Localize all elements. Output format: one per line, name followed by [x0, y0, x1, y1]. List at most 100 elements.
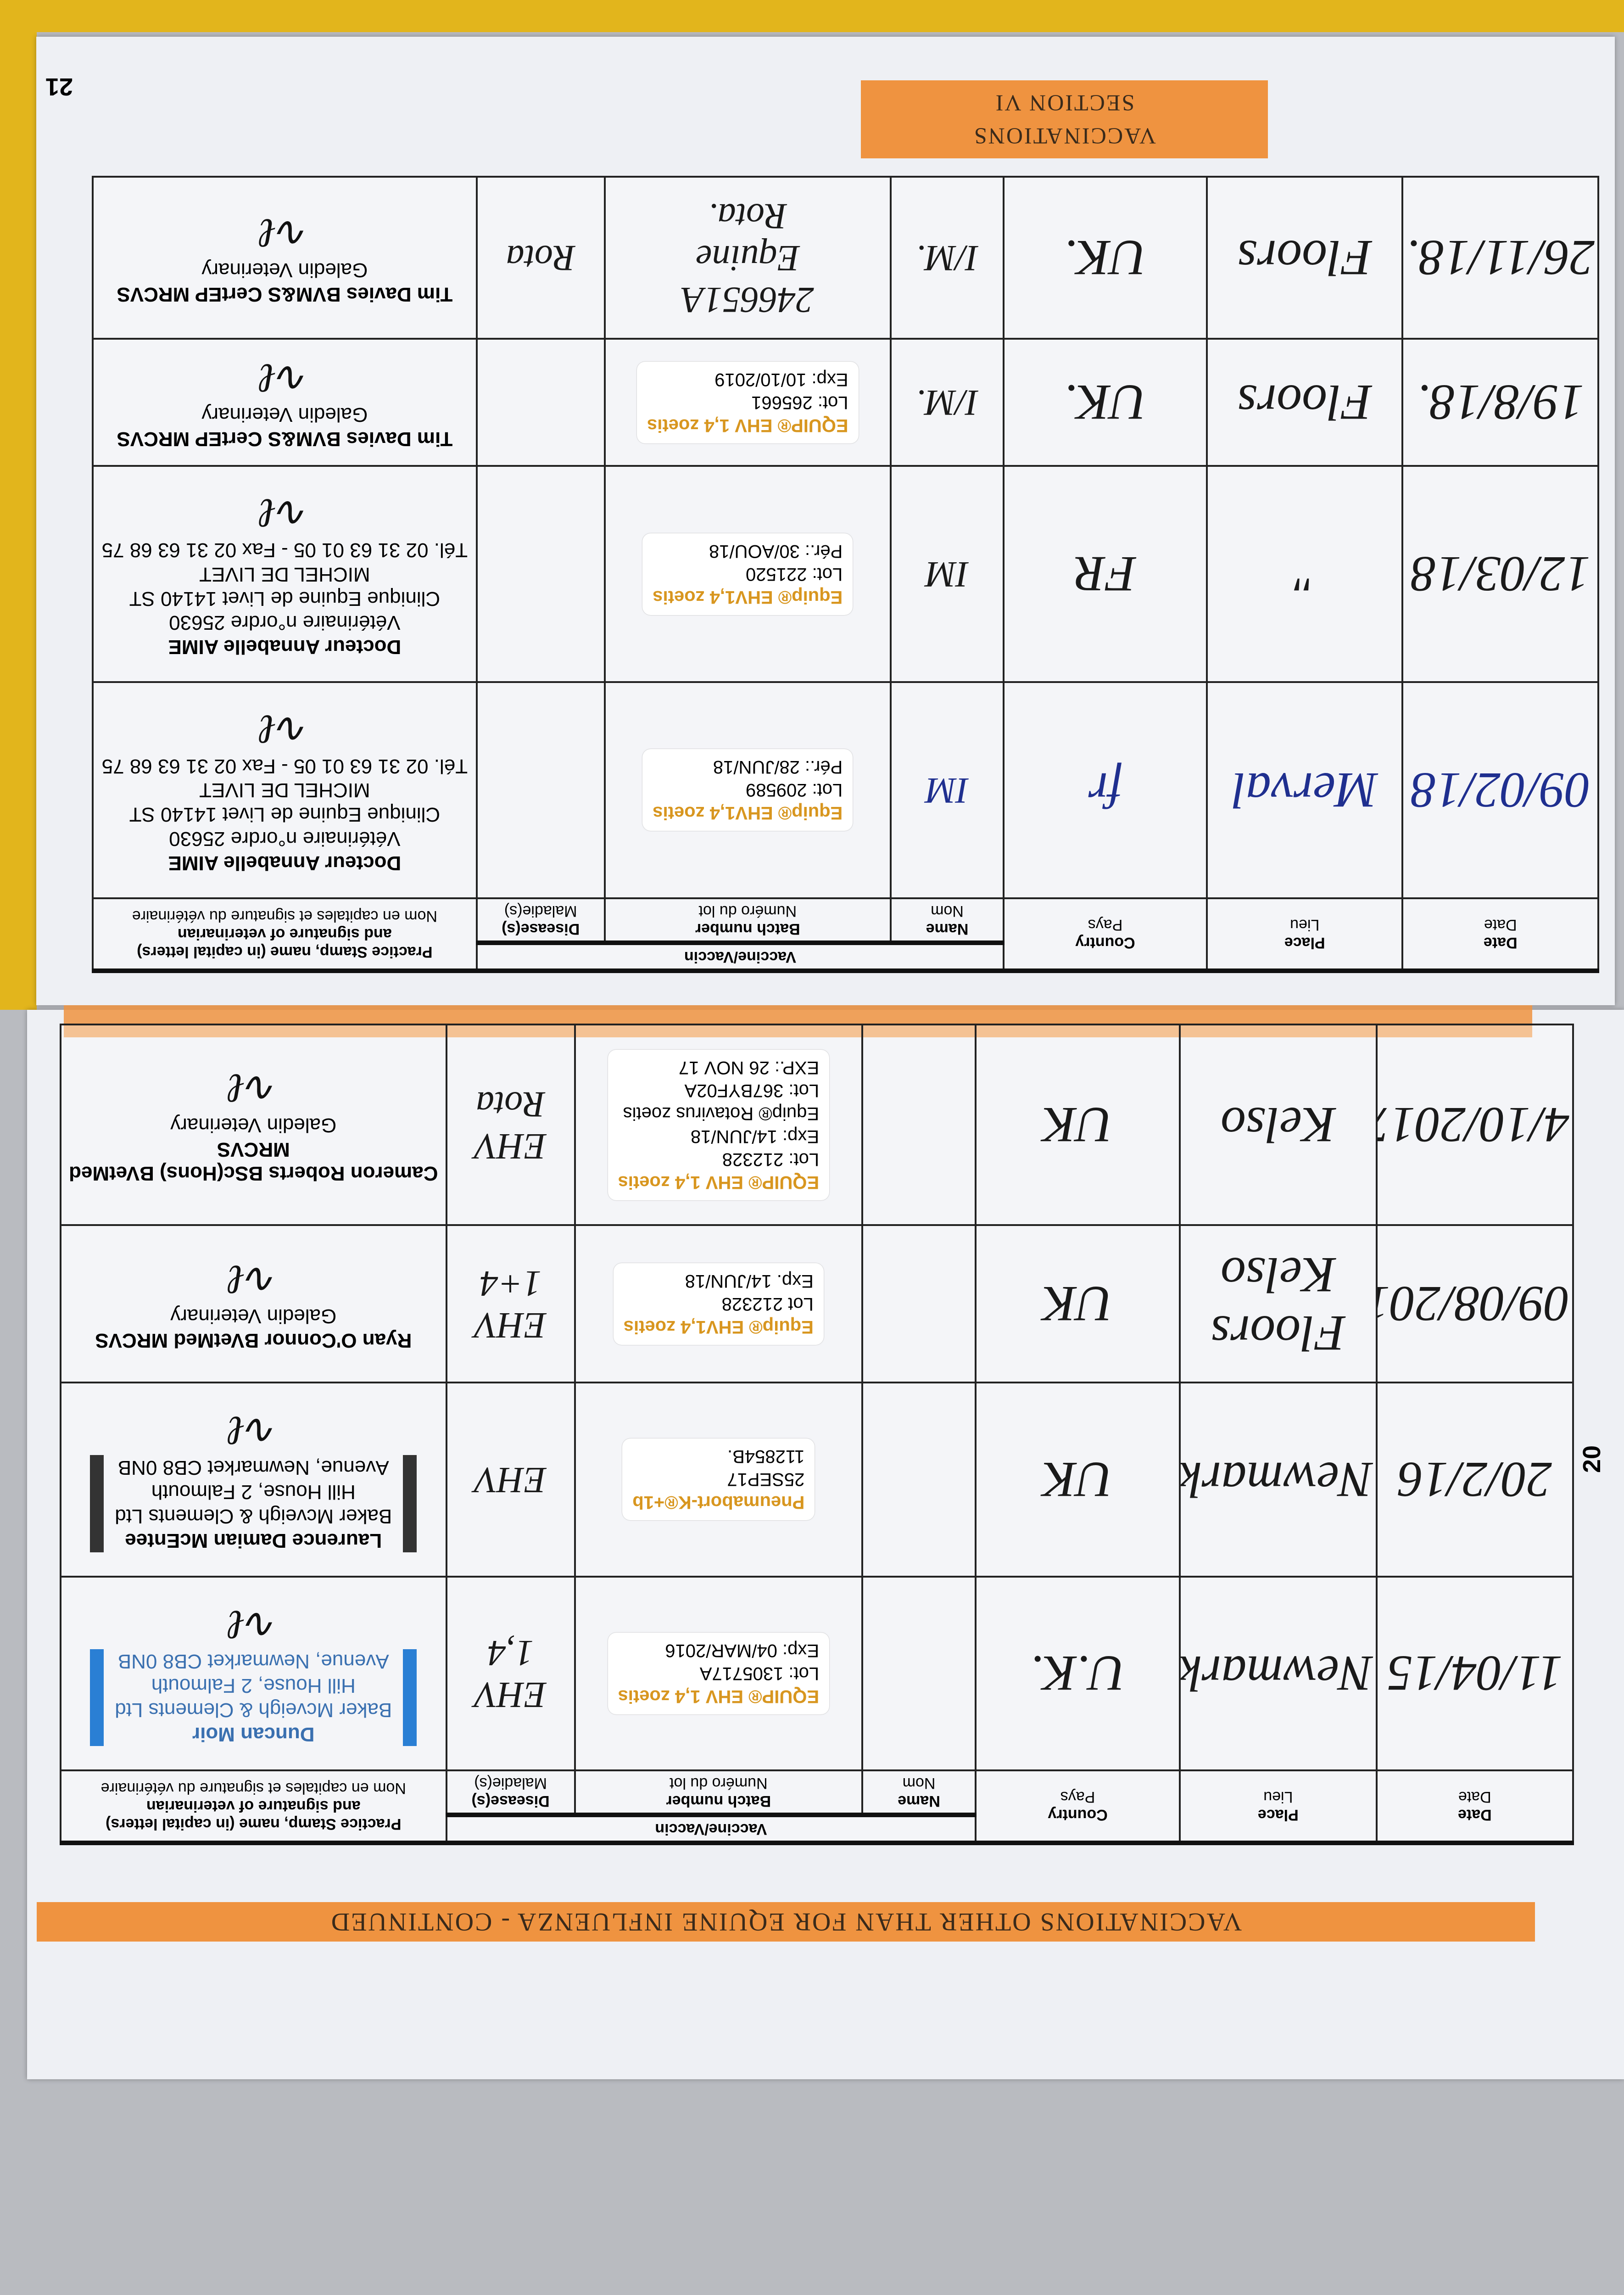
cell-name — [862, 1225, 976, 1383]
handwritten-date: 4/10/2017 — [1376, 1097, 1569, 1153]
header-label-fr: Maladie(s) — [474, 1774, 547, 1792]
stamp-line: Clinique Equine de Livet 14140 ST MICHEL… — [129, 563, 441, 610]
batch-label-line: Lot 212328 — [721, 1293, 814, 1314]
handwritten-date: 09/02/18 — [1411, 762, 1591, 818]
cell-name: I/M. — [890, 339, 1004, 466]
table-row: 11/04/15Newmarket U.K. EQUIP® EHV 1,4 zoet… — [61, 1576, 1573, 1770]
cell-batch: Equip® EHV1,4 zoetis Lot 212328 Exp. 14/JU… — [575, 1225, 862, 1383]
stamp-line: Baker Mcveigh & Clements Ltd — [115, 1698, 392, 1721]
stamp-line: Avenue, Newmarket CB8 0NB — [117, 1650, 389, 1673]
header-label: Batch number — [695, 920, 800, 938]
header-label-fr: Maladie(s) — [504, 902, 577, 920]
handwritten-country: U.K. — [1030, 1646, 1126, 1702]
section-title-line: VACCINATIONS — [973, 123, 1156, 149]
handwritten-disease: EHV 1+4 — [474, 1263, 547, 1345]
signature-icon: ∿ℓ — [227, 1601, 279, 1647]
stamp-line: Tim Davies BVM&S CertEP MRCVS — [117, 283, 453, 306]
cell-disease — [476, 466, 605, 683]
cell-date: 09/08/2017 — [1376, 1225, 1573, 1383]
cell-place: Newmarket — [1180, 1576, 1377, 1770]
stamp-line: Galedin Veterinary — [170, 1114, 337, 1136]
header-label: Place — [1284, 934, 1325, 952]
cell-stamp: Docteur Annabelle AIME Vétérinaire n°ordr… — [93, 682, 477, 898]
header-label-fr: Pays — [1060, 1788, 1095, 1806]
cell-batch: EQUIP® EHV 1,4 zoetis Lot: 265661 Exp: 10/… — [604, 339, 891, 466]
stamp-line: Docteur Annabelle AIME — [168, 636, 402, 659]
handwritten-name: I/M. — [916, 238, 978, 279]
cell-stamp: Tim Davies BVM&S CertEP MRCVS Galedin Vet… — [93, 339, 477, 466]
handwritten-place: Newmarket — [1180, 1451, 1373, 1508]
practice-stamp: Docteur Annabelle AIME Vétérinaire n°ordr… — [96, 537, 473, 659]
cell-date: 19/8/18. — [1402, 339, 1598, 466]
handwritten-country: FR — [1074, 546, 1136, 603]
page-title: VACCINATIONS OTHER THAN FOR EQUINE INFLU… — [37, 1902, 1535, 1942]
folder-edge — [0, 0, 1624, 32]
cell-name — [862, 1383, 976, 1577]
batch-label-line: EQUIP® EHV 1,4 zoetis — [618, 1172, 820, 1192]
header-label-fr: Numéro du lot — [698, 902, 797, 920]
header-vaccine: Vaccine/Vaccin — [476, 942, 1004, 971]
handwritten-disease: Rota — [506, 238, 575, 279]
cell-place: Floors — [1206, 177, 1403, 339]
cell-stamp: Laurence Damian McEntee Baker Mcveigh & C… — [61, 1383, 446, 1577]
batch-label-line: Lot: 367BYF02A — [684, 1080, 820, 1101]
header-stamp: Practice Stamp, name (in capital letters… — [61, 1770, 446, 1843]
handwritten-country: UK. — [1064, 375, 1147, 431]
handwritten-place: Newmarket — [1180, 1646, 1373, 1702]
page-number: 20 — [1578, 1445, 1606, 1473]
header-label-fr: Nom — [902, 1774, 936, 1792]
cell-disease: EHV 1+4 — [446, 1225, 575, 1383]
header-label: Name — [898, 1792, 940, 1810]
batch-label-line: EQUIP® EHV 1,4 zoetis — [647, 415, 848, 436]
signature-icon: ∿ℓ — [258, 210, 311, 256]
header-date: Date Date — [1402, 898, 1598, 971]
batch-label-line: Exp. 14/JUN/18 — [685, 1271, 814, 1291]
practice-stamp: Docteur Annabelle AIME Vétérinaire n°ordr… — [96, 754, 473, 875]
header-vaccine: Vaccine/Vaccin — [446, 1814, 976, 1843]
header-label-fr: Lieu — [1263, 1788, 1293, 1806]
batch-label-line: Equine — [695, 238, 800, 279]
stamp-line: Galedin Veterinary — [201, 259, 368, 282]
cell-date: 09/02/18 — [1402, 682, 1598, 898]
table-row: 09/02/18 Merval fr IM Equip® EHV1,4 zoetis Lo… — [93, 682, 1598, 898]
header-row: Date Date Place Lieu Country Pays Vaccine/Vacc… — [61, 1770, 1573, 1843]
batch-label-line: Pér.: 30/AOU/18 — [709, 541, 843, 561]
cell-date: 26/11/18. — [1402, 177, 1598, 339]
header-label: Practice Stamp, name (in capital letters… — [137, 943, 433, 961]
signature-icon: ∿ℓ — [227, 1065, 279, 1111]
header-label: Vaccine/Vaccin — [655, 1820, 767, 1838]
stamp-line: Avenue, Newmarket CB8 0NB — [117, 1456, 389, 1479]
handwritten-place: Merval — [1232, 762, 1378, 818]
practice-stamp: Tim Davies BVM&S CertEP MRCVS Galedin Vet… — [96, 257, 473, 306]
stamp-line: Duncan Moir — [192, 1723, 315, 1746]
batch-label: Equip® EHV1,4 zoetis Lot 212328 Exp. 14/JU… — [613, 1263, 824, 1345]
header-label-fr: Nom en capitales et signature du vétérin… — [132, 907, 437, 925]
cell-disease — [476, 682, 605, 898]
handwritten-place: Kelso — [1221, 1097, 1336, 1153]
cell-batch: Equip® EHV1,4 zoetis Lot: 209589 Pér.: 28/… — [604, 682, 891, 898]
stamp-line: Galedin Veterinary — [170, 1305, 337, 1328]
signature-icon: ∿ℓ — [258, 706, 311, 752]
stamp-line: Ryan O'Connor BVetMed MRCVS — [95, 1329, 412, 1352]
batch-label-line: Equip® EHV1,4 zoetis — [623, 1316, 814, 1337]
batch-label-line: Lot: 221520 — [745, 564, 843, 584]
handwritten-disease: EHV Rota — [474, 1084, 547, 1166]
table-row: 26/11/18. Floors UK. I/M. 246651A Equine Rota.… — [93, 177, 1598, 339]
cell-place: Kelso — [1180, 1024, 1377, 1226]
handwritten-country: UK — [1043, 1451, 1113, 1508]
header-label: Place — [1257, 1806, 1299, 1824]
cell-batch: Pneumabort-K®+1b 25SEP17 112854B. — [575, 1383, 862, 1577]
stamp-line: Galedin Veterinary — [201, 403, 368, 426]
header-label: Date — [1457, 1806, 1492, 1824]
header-row: Date Date Place Lieu Country Pays Vaccine/Vacc… — [93, 898, 1598, 971]
cell-date: 20/2/16 — [1376, 1383, 1573, 1577]
cell-disease: EHV Rota — [446, 1024, 575, 1226]
header-label: and signature of veterinarian — [146, 1797, 361, 1815]
table-row: 20/2/16 Newmarket UK Pneumabort-K®+1b25SEP1… — [61, 1383, 1573, 1577]
cell-disease: EHV 1,4 — [446, 1576, 575, 1770]
table-row: 19/8/18. Floors UK. I/M. EQUIP® EHV 1,4 zoet… — [93, 339, 1598, 466]
header-country: Country Pays — [976, 1770, 1180, 1843]
table-row: 4/10/2017 Kelso UK EQUIP® EHV 1,4 zoetis Lot… — [61, 1024, 1573, 1226]
header-label: Practice Stamp, name (in capital letters… — [106, 1815, 402, 1833]
